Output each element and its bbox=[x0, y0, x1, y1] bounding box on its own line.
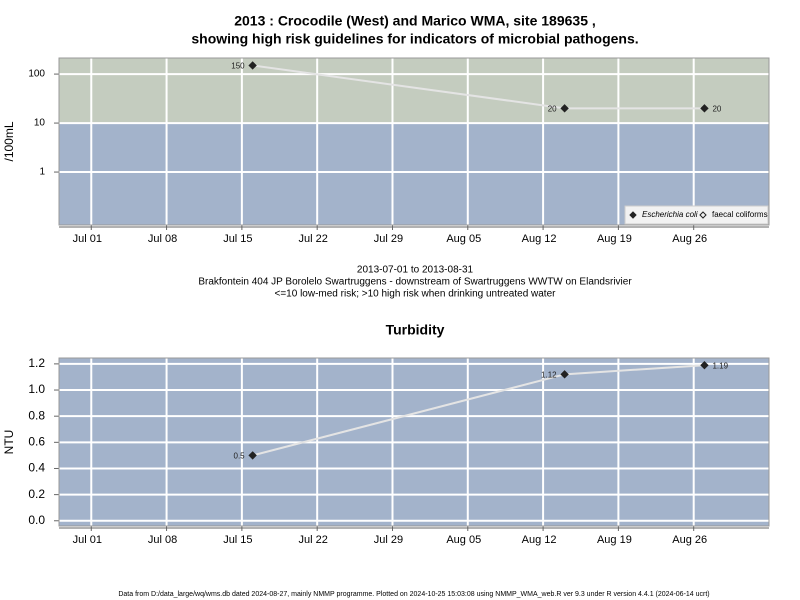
data-point bbox=[560, 370, 569, 379]
data-point bbox=[560, 104, 569, 113]
data-point bbox=[700, 104, 709, 113]
y-axis-label: /100mL bbox=[2, 121, 16, 161]
x-tick-label: Jul 22 bbox=[299, 534, 328, 546]
legend-marker bbox=[629, 211, 637, 219]
data-label: 150 bbox=[231, 62, 245, 71]
x-tick-label: Jul 01 bbox=[73, 534, 102, 546]
x-tick-label: Jul 22 bbox=[299, 233, 328, 245]
y-tick-label: 0.2 bbox=[28, 487, 45, 501]
data-point bbox=[248, 61, 257, 70]
legend-label: faecal coliforms bbox=[712, 210, 768, 219]
y-tick-label: 10 bbox=[34, 118, 46, 129]
y-tick-label: 0.6 bbox=[28, 434, 45, 448]
data-label: 0.5 bbox=[234, 452, 246, 461]
legend-marker bbox=[699, 211, 707, 219]
data-point bbox=[248, 451, 257, 460]
y-tick-label: 1.0 bbox=[28, 382, 45, 396]
chart-title: showing high risk guidelines for indicat… bbox=[191, 31, 638, 47]
caption: Brakfontein 404 JP Borolelo Swartruggens… bbox=[198, 277, 632, 288]
y-tick-label: 0.8 bbox=[28, 408, 45, 422]
y-tick-label: 1.2 bbox=[28, 356, 45, 370]
data-label: 1.12 bbox=[541, 370, 557, 379]
x-tick-label: Jul 29 bbox=[374, 534, 403, 546]
y-tick-label: 1 bbox=[39, 167, 45, 178]
y-tick-label: 100 bbox=[28, 69, 45, 80]
x-tick-label: Aug 19 bbox=[597, 233, 632, 245]
plot-border bbox=[58, 357, 770, 527]
data-label: 20 bbox=[712, 104, 721, 113]
chart-title: Turbidity bbox=[386, 322, 445, 338]
legend-label: Escherichia coli bbox=[642, 210, 698, 219]
x-tick-label: Aug 12 bbox=[522, 534, 557, 546]
high-risk-band bbox=[59, 58, 769, 124]
x-tick-label: Aug 19 bbox=[597, 534, 632, 546]
caption: <=10 low-med risk; >10 high risk when dr… bbox=[275, 289, 557, 300]
legend-box bbox=[624, 205, 769, 225]
y-tick-label: 0.4 bbox=[28, 461, 45, 475]
caption: 2013-07-01 to 2013-08-31 bbox=[357, 265, 474, 276]
x-tick-label: Aug 05 bbox=[446, 534, 481, 546]
x-tick-label: Aug 26 bbox=[672, 534, 707, 546]
x-tick-label: Jul 08 bbox=[148, 534, 177, 546]
data-label: 20 bbox=[548, 104, 557, 113]
x-tick-label: Aug 12 bbox=[522, 233, 557, 245]
data-label: 1.19 bbox=[712, 361, 728, 370]
data-point bbox=[700, 360, 709, 370]
x-tick-label: Jul 29 bbox=[374, 233, 403, 245]
x-tick-label: Jul 15 bbox=[223, 233, 252, 245]
y-axis-label: NTU bbox=[2, 430, 16, 455]
x-tick-label: Aug 05 bbox=[446, 233, 481, 245]
chart-title: 2013 : Crocodile (West) and Marico WMA, … bbox=[234, 13, 596, 29]
x-tick-label: Jul 15 bbox=[223, 534, 252, 546]
footer: Data from D:/data_large/wq/wms.db dated … bbox=[118, 591, 709, 598]
y-tick-label: 0.0 bbox=[28, 513, 45, 527]
plot-border bbox=[58, 57, 770, 226]
x-tick-label: Jul 01 bbox=[73, 233, 102, 245]
x-tick-label: Aug 26 bbox=[672, 233, 707, 245]
x-tick-label: Jul 08 bbox=[148, 233, 177, 245]
